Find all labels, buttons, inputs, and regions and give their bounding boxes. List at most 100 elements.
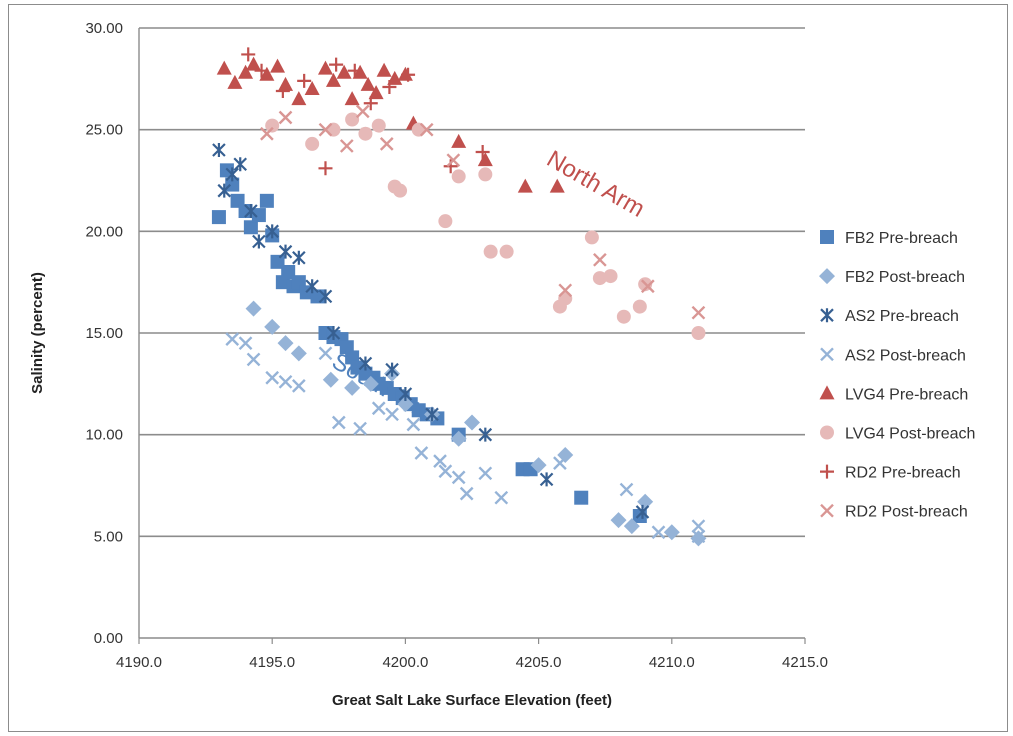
- data-point: [690, 530, 707, 547]
- legend-marker: [819, 385, 835, 400]
- legend-item: RD2 Pre-breach: [820, 464, 961, 482]
- data-point: [433, 454, 447, 468]
- data-point: [478, 466, 493, 481]
- data-point: [246, 56, 262, 71]
- data-point: [353, 421, 367, 436]
- data-point: [225, 177, 240, 192]
- legend-marker: [820, 503, 834, 518]
- data-point: [241, 47, 256, 62]
- data-point: [419, 122, 434, 137]
- data-point: [322, 371, 339, 388]
- data-point: [244, 204, 258, 218]
- data-point: [464, 414, 480, 431]
- data-point: [450, 430, 467, 447]
- data-point: [246, 352, 261, 367]
- data-point: [478, 427, 493, 442]
- data-point: [305, 136, 320, 151]
- y-tick-label: 20.00: [85, 223, 123, 240]
- data-point: [225, 332, 240, 346]
- data-point: [438, 464, 453, 479]
- data-point: [376, 62, 392, 77]
- data-point: [451, 169, 466, 184]
- data-point: [517, 178, 533, 193]
- legend-item: RD2 Post-breach: [820, 503, 968, 521]
- x-axis-title: Great Salt Lake Surface Elevation (feet): [332, 692, 612, 709]
- data-point: [385, 407, 399, 422]
- data-point: [549, 178, 565, 193]
- data-point: [211, 210, 226, 225]
- data-point: [558, 283, 573, 298]
- data-point: [438, 214, 453, 229]
- series-7: [260, 104, 706, 320]
- chart-frame: [8, 4, 1008, 732]
- data-point: [245, 300, 262, 317]
- data-point: [632, 299, 647, 314]
- data-point: [478, 167, 493, 182]
- data-point: [277, 335, 294, 352]
- data-point: [637, 493, 654, 510]
- x-tick-label: 4215.0: [782, 654, 828, 671]
- gridlines: [139, 27, 805, 538]
- data-point: [382, 79, 397, 94]
- data-point: [291, 379, 306, 393]
- legend-label: AS2 Pre-breach: [845, 308, 959, 325]
- data-point: [252, 234, 266, 249]
- y-tick-label: 10.00: [85, 427, 123, 444]
- data-point: [318, 122, 333, 137]
- data-point: [355, 104, 370, 119]
- data-point: [385, 362, 399, 377]
- series-5: [265, 112, 706, 340]
- data-point: [345, 112, 360, 127]
- data-point: [290, 345, 307, 362]
- data-point: [278, 110, 293, 125]
- legend-label: RD2 Post-breach: [845, 504, 968, 521]
- legend-label: AS2 Post-breach: [845, 347, 966, 364]
- data-point: [278, 76, 294, 91]
- data-point: [344, 379, 361, 396]
- data-point: [623, 518, 640, 535]
- data-point: [358, 126, 373, 141]
- data-point: [331, 415, 346, 430]
- data-point: [227, 74, 243, 89]
- data-point: [393, 183, 408, 198]
- data-point: [557, 447, 574, 463]
- y-tick-label: 5.00: [94, 528, 123, 545]
- data-point: [265, 370, 280, 385]
- data-point: [499, 244, 514, 259]
- data-point: [347, 63, 362, 78]
- data-point: [278, 374, 293, 389]
- data-point: [336, 64, 352, 79]
- data-point: [326, 122, 341, 137]
- x-tick-label: 4190.0: [116, 654, 162, 671]
- data-point: [387, 70, 403, 85]
- data-point: [691, 519, 706, 534]
- data-point: [265, 118, 280, 133]
- y-tick-label: 0.00: [94, 630, 123, 647]
- data-point: [344, 91, 360, 106]
- data-point: [635, 504, 650, 519]
- data-point: [401, 67, 416, 82]
- data-point: [593, 252, 607, 267]
- series-3: [225, 332, 706, 544]
- legend-label: LVG4 Pre-breach: [845, 386, 968, 403]
- data-point: [278, 244, 293, 259]
- data-point: [238, 336, 253, 351]
- data-point: [318, 346, 333, 361]
- data-point: [616, 309, 631, 324]
- data-point: [212, 143, 226, 157]
- data-point: [318, 161, 333, 176]
- data-point: [539, 472, 554, 487]
- y-tick-label: 15.00: [85, 325, 123, 342]
- y-tick-label: 25.00: [85, 122, 123, 139]
- data-point: [259, 66, 275, 81]
- data-point: [317, 60, 333, 75]
- data-point: [291, 91, 307, 106]
- data-point: [325, 72, 341, 87]
- data-point: [691, 305, 706, 320]
- data-point: [305, 279, 319, 294]
- data-point: [574, 490, 589, 505]
- legend-item: FB2 Post-breach: [819, 268, 965, 286]
- data-point: [216, 60, 232, 75]
- data-point: [584, 230, 599, 245]
